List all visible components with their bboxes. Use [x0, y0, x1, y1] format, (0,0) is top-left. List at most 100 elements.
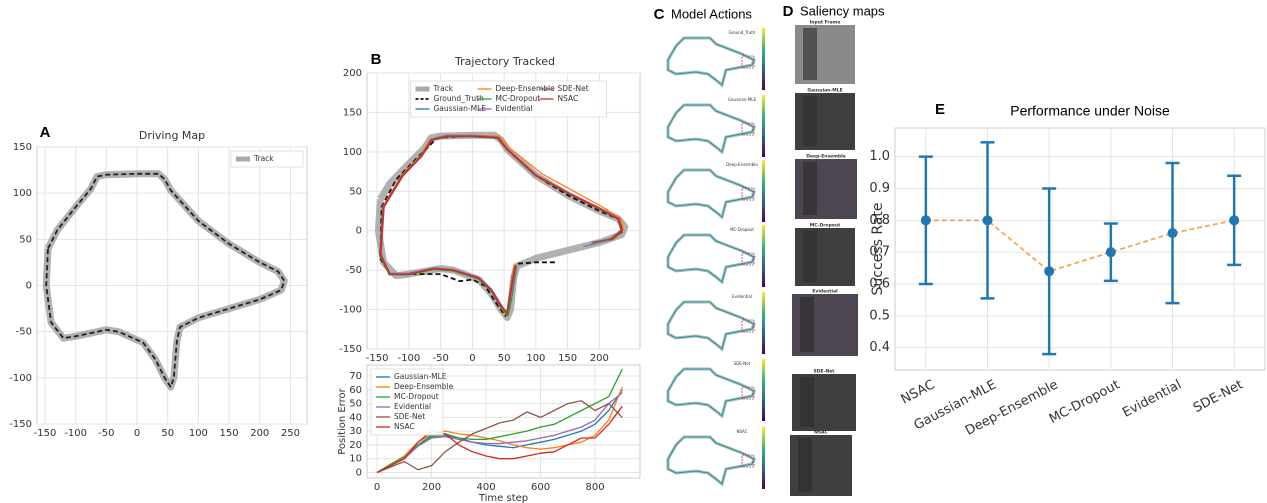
panel-letter: D: [783, 3, 794, 20]
y-tick-label: 50: [19, 234, 32, 245]
y-tick-label: 60: [349, 385, 362, 396]
road-area: [800, 297, 814, 352]
action-label: Deep-Ensemble: [726, 162, 758, 167]
action-plot: [668, 170, 754, 217]
action-plot: [668, 437, 754, 484]
y-tick-label: -150: [339, 344, 362, 355]
legend-label: Evidential: [496, 104, 533, 113]
y-tick-label: 0: [356, 467, 362, 478]
panel-title: Model Actions: [671, 6, 752, 21]
legend-label: SDE-Net: [558, 84, 589, 93]
y-tick-label: 0: [26, 281, 32, 292]
colorbar: [762, 359, 765, 421]
x-tick-label: 200: [250, 428, 269, 439]
point: [1044, 266, 1054, 276]
y-tick-label: 1.0: [869, 149, 890, 164]
action-label: NSAC: [736, 429, 747, 434]
action-plot: [668, 105, 754, 152]
y-tick-label: -100: [9, 373, 32, 384]
y-tick-label: 50: [349, 399, 362, 410]
y-tick-label: 0.4: [869, 340, 890, 355]
x-tick-label: Evidential: [1120, 377, 1184, 420]
colorbar: [762, 95, 765, 157]
legend-label: Track: [433, 84, 454, 93]
x-tick-label: -50: [432, 353, 448, 364]
plot-area: [895, 128, 1265, 370]
legend-label: Deep-Ensemble: [394, 382, 454, 391]
panel-letter: A: [40, 124, 51, 141]
x-tick-label: -150: [34, 428, 57, 439]
point: [983, 215, 993, 225]
saliency-label: Input Frame: [810, 20, 841, 26]
x-tick-label: 200: [590, 353, 609, 364]
y-tick-label: 0: [356, 226, 362, 237]
y-tick-label: -50: [346, 265, 362, 276]
y-tick-label: 30: [349, 426, 362, 437]
legend-label: MC-Dropout: [496, 94, 541, 103]
x-tick-label: 150: [220, 428, 239, 439]
legend-label: Evidential: [394, 402, 431, 411]
x-tick-label: 50: [498, 353, 511, 364]
legend-label: Gaussian-MLE: [394, 372, 447, 381]
x-tick-label: 100: [189, 428, 208, 439]
colorbar: [762, 427, 765, 489]
legend-label: NSAC: [558, 94, 579, 103]
y-tick-label: 50: [349, 186, 362, 197]
y-tick-label: 40: [349, 412, 362, 423]
x-tick-label: -100: [64, 428, 87, 439]
legend-label: MC-Dropout: [394, 392, 439, 401]
y-tick-label: 20: [349, 440, 362, 451]
x-tick-label: 0: [469, 353, 475, 364]
x-tick-label: NSAC: [899, 377, 938, 407]
x-tick-label: -150: [366, 353, 389, 364]
y-tick-label: -150: [9, 419, 32, 430]
y-tick-label: 100: [343, 147, 362, 158]
x-tick-label: SDE-Net: [1191, 377, 1246, 416]
road-area: [800, 377, 814, 427]
action-label: MC-Dropout: [730, 227, 754, 232]
action-label: SDE-Net: [734, 361, 751, 366]
action-label: Gaussian-MLE: [728, 97, 756, 102]
y-tick-label: -100: [339, 305, 362, 316]
road-area: [803, 28, 817, 80]
y-tick-label: 100: [13, 188, 32, 199]
saliency-label: MC-Dropout: [810, 223, 841, 229]
panel-letter: C: [654, 6, 665, 23]
saliency-label: SDE-Net: [814, 369, 836, 375]
y-tick-label: 0.5: [869, 308, 890, 323]
point: [921, 215, 931, 225]
legend-label: Ground_Truth: [434, 94, 485, 103]
x-tick-label: -50: [98, 428, 114, 439]
point: [1106, 247, 1116, 257]
road-area: [798, 438, 812, 492]
road-area: [803, 96, 817, 146]
action-plot: [668, 369, 754, 416]
y-axis-label: Success Rate: [870, 203, 886, 296]
y-tick-label: 10: [349, 454, 362, 465]
x-tick-label: 800: [585, 482, 604, 493]
x-tick-label: 100: [526, 353, 545, 364]
colorbar: [762, 28, 765, 90]
chart-title: Driving Map: [139, 129, 205, 142]
point: [1229, 215, 1239, 225]
saliency-label: Evidential: [812, 289, 838, 295]
legend-label: SDE-Net: [394, 412, 425, 421]
y-axis-label: Position Error: [337, 387, 348, 454]
x-tick-label: 400: [477, 482, 496, 493]
legend-label: NSAC: [394, 422, 415, 431]
y-tick-label: -50: [16, 327, 32, 338]
legend-label: Track: [253, 154, 274, 163]
y-tick-label: 150: [13, 142, 32, 153]
road-area: [803, 231, 817, 282]
chart-title: Performance under Noise: [1010, 103, 1170, 119]
y-tick-label: 200: [343, 68, 362, 79]
y-tick-label: 70: [349, 371, 362, 382]
panel-letter: E: [935, 101, 945, 118]
action-plot: [668, 235, 754, 282]
panel-letter: B: [371, 51, 382, 68]
saliency-label: Deep-Ensemble: [806, 154, 845, 160]
x-tick-label: 250: [281, 428, 300, 439]
action-label: Evidential: [732, 294, 752, 299]
x-tick-label: 150: [558, 353, 577, 364]
colorbar: [762, 292, 765, 354]
